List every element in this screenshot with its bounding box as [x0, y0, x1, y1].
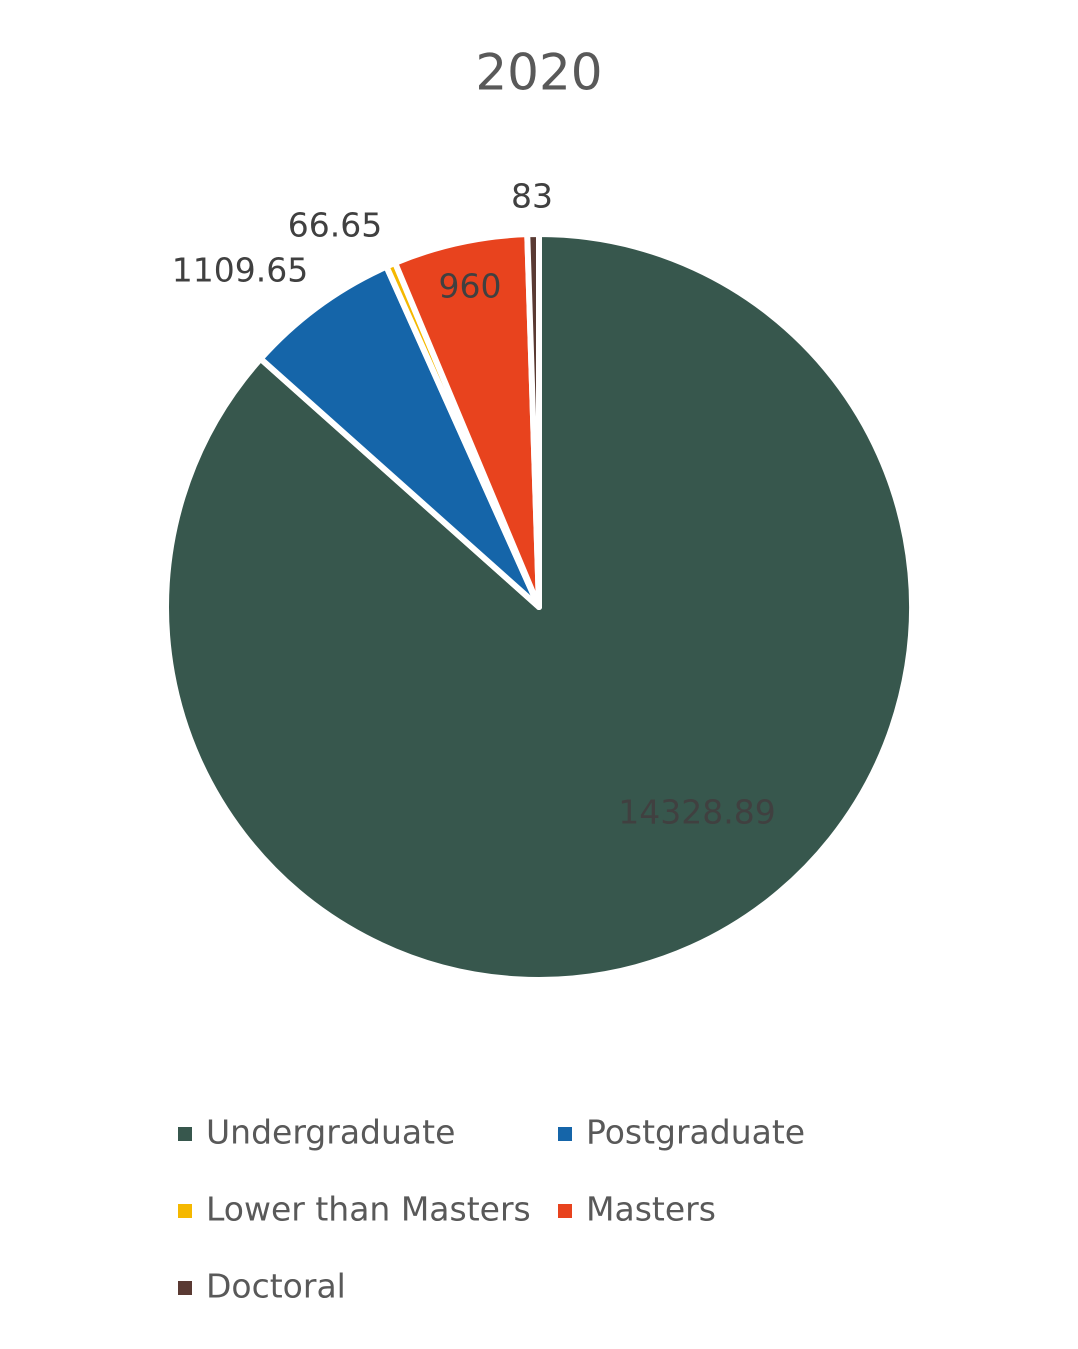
legend-label: Lower than Masters	[206, 1190, 531, 1229]
legend-label: Undergraduate	[206, 1113, 455, 1152]
data-label: 1109.65	[172, 251, 308, 290]
pie-slice	[257, 263, 542, 610]
pie-slice	[524, 230, 542, 610]
data-label: 66.65	[288, 206, 382, 245]
legend-label: Masters	[586, 1190, 716, 1229]
legend-swatch	[558, 1127, 572, 1141]
data-label: 960	[439, 267, 502, 306]
chart-title: 2020	[475, 44, 602, 102]
legend-swatch	[178, 1281, 192, 1295]
legend-swatch	[558, 1204, 572, 1218]
legend-swatch	[178, 1127, 192, 1141]
pie-slice	[163, 231, 915, 983]
legend-swatch	[178, 1204, 192, 1218]
data-label: 14328.89	[618, 793, 775, 832]
data-label: 83	[511, 177, 553, 216]
legend-label: Postgraduate	[586, 1113, 805, 1152]
legend-label: Doctoral	[206, 1267, 346, 1306]
